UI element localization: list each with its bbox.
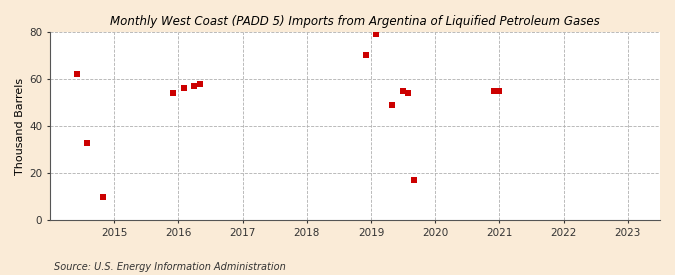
Point xyxy=(489,89,500,93)
Point xyxy=(72,72,82,76)
Text: Source: U.S. Energy Information Administration: Source: U.S. Energy Information Administ… xyxy=(54,262,286,272)
Point xyxy=(403,91,414,95)
Y-axis label: Thousand Barrels: Thousand Barrels xyxy=(15,78,25,175)
Point xyxy=(360,53,371,58)
Point xyxy=(387,103,398,107)
Point xyxy=(408,178,419,183)
Point xyxy=(189,84,200,88)
Point xyxy=(194,82,205,86)
Point xyxy=(371,32,381,37)
Point xyxy=(398,89,408,93)
Point xyxy=(178,86,189,91)
Point xyxy=(82,141,92,145)
Point xyxy=(98,195,109,199)
Point xyxy=(168,91,179,95)
Point xyxy=(494,89,505,93)
Title: Monthly West Coast (PADD 5) Imports from Argentina of Liquified Petroleum Gases: Monthly West Coast (PADD 5) Imports from… xyxy=(110,15,600,28)
